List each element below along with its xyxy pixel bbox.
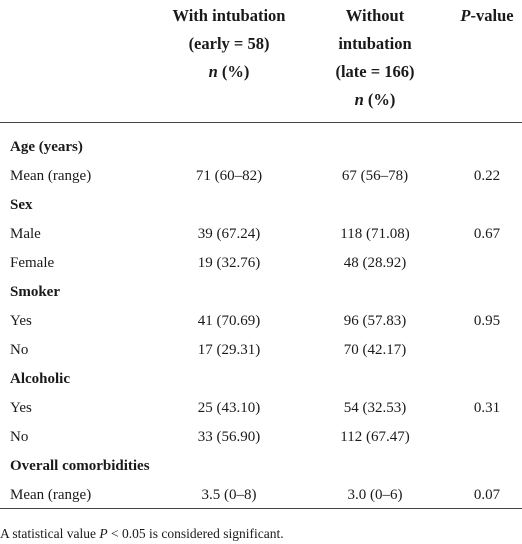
cell-early: 19 (32.76) [197,255,261,271]
cell-early: 17 (29.31) [197,342,261,358]
cell-late: 118 (71.08) [340,226,410,242]
cell-late: 67 (56–78) [341,168,409,184]
cell-early: 41 (70.69) [197,313,261,329]
row-label: Mean (range) [10,487,92,503]
row-label: No [10,342,29,358]
cell-early: 39 (67.24) [197,226,261,242]
footnote-before: A statistical value [0,526,96,541]
cell-early: 3.5 (0–8) [201,487,257,503]
cell-p: 0.95 [473,313,501,329]
header-line: With intubation [172,6,286,25]
cell-early: 71 (60–82) [195,168,263,184]
cell-late: 3.0 (0–6) [347,487,403,503]
section-heading: Smoker [10,284,60,300]
row-label: No [10,429,29,445]
row-label: Yes [10,313,32,329]
header-unit: n (%) [355,90,396,110]
header-unit-text: (%) [221,62,250,81]
header-p-text: -value [470,6,514,25]
footnote-after: < 0.05 is considered significant. [110,526,284,541]
footnote: A statistical value P < 0.05 is consider… [0,524,284,544]
header-p-italic: P [460,6,471,25]
header-unit: n (%) [209,62,250,82]
row-label: Mean (range) [10,168,92,184]
row-label: Male [10,226,41,242]
cell-late: 70 (42.17) [343,342,407,358]
header-line: intubation [338,34,412,53]
header-rule [0,122,522,123]
cell-early: 33 (56.90) [197,429,261,445]
section-heading: Overall comorbidities [10,458,150,474]
header-line: (late = 166) [335,62,415,81]
cell-late: 48 (28.92) [343,255,407,271]
header-unit-text: (%) [367,90,396,109]
header-unit-italic: n [354,90,364,109]
section-heading: Sex [10,197,33,213]
cell-late: 112 (67.47) [340,429,410,445]
row-label: Yes [10,400,32,416]
section-heading: Alcoholic [10,371,70,387]
section-heading: Age (years) [10,139,83,155]
cell-early: 25 (43.10) [197,400,261,416]
cell-p: 0.22 [473,168,501,184]
footnote-italic: P [99,526,108,541]
header-unit-italic: n [208,62,218,81]
header-p-value: P-value [460,6,513,26]
bottom-rule [0,508,522,509]
cell-p: 0.07 [473,487,501,503]
cell-p: 0.31 [473,400,501,416]
header-line: Without [345,6,405,25]
row-label: Female [10,255,55,271]
cell-late: 96 (57.83) [343,313,407,329]
cell-late: 54 (32.53) [343,400,407,416]
header-line: (early = 58) [188,34,270,53]
cell-p: 0.67 [473,226,501,242]
